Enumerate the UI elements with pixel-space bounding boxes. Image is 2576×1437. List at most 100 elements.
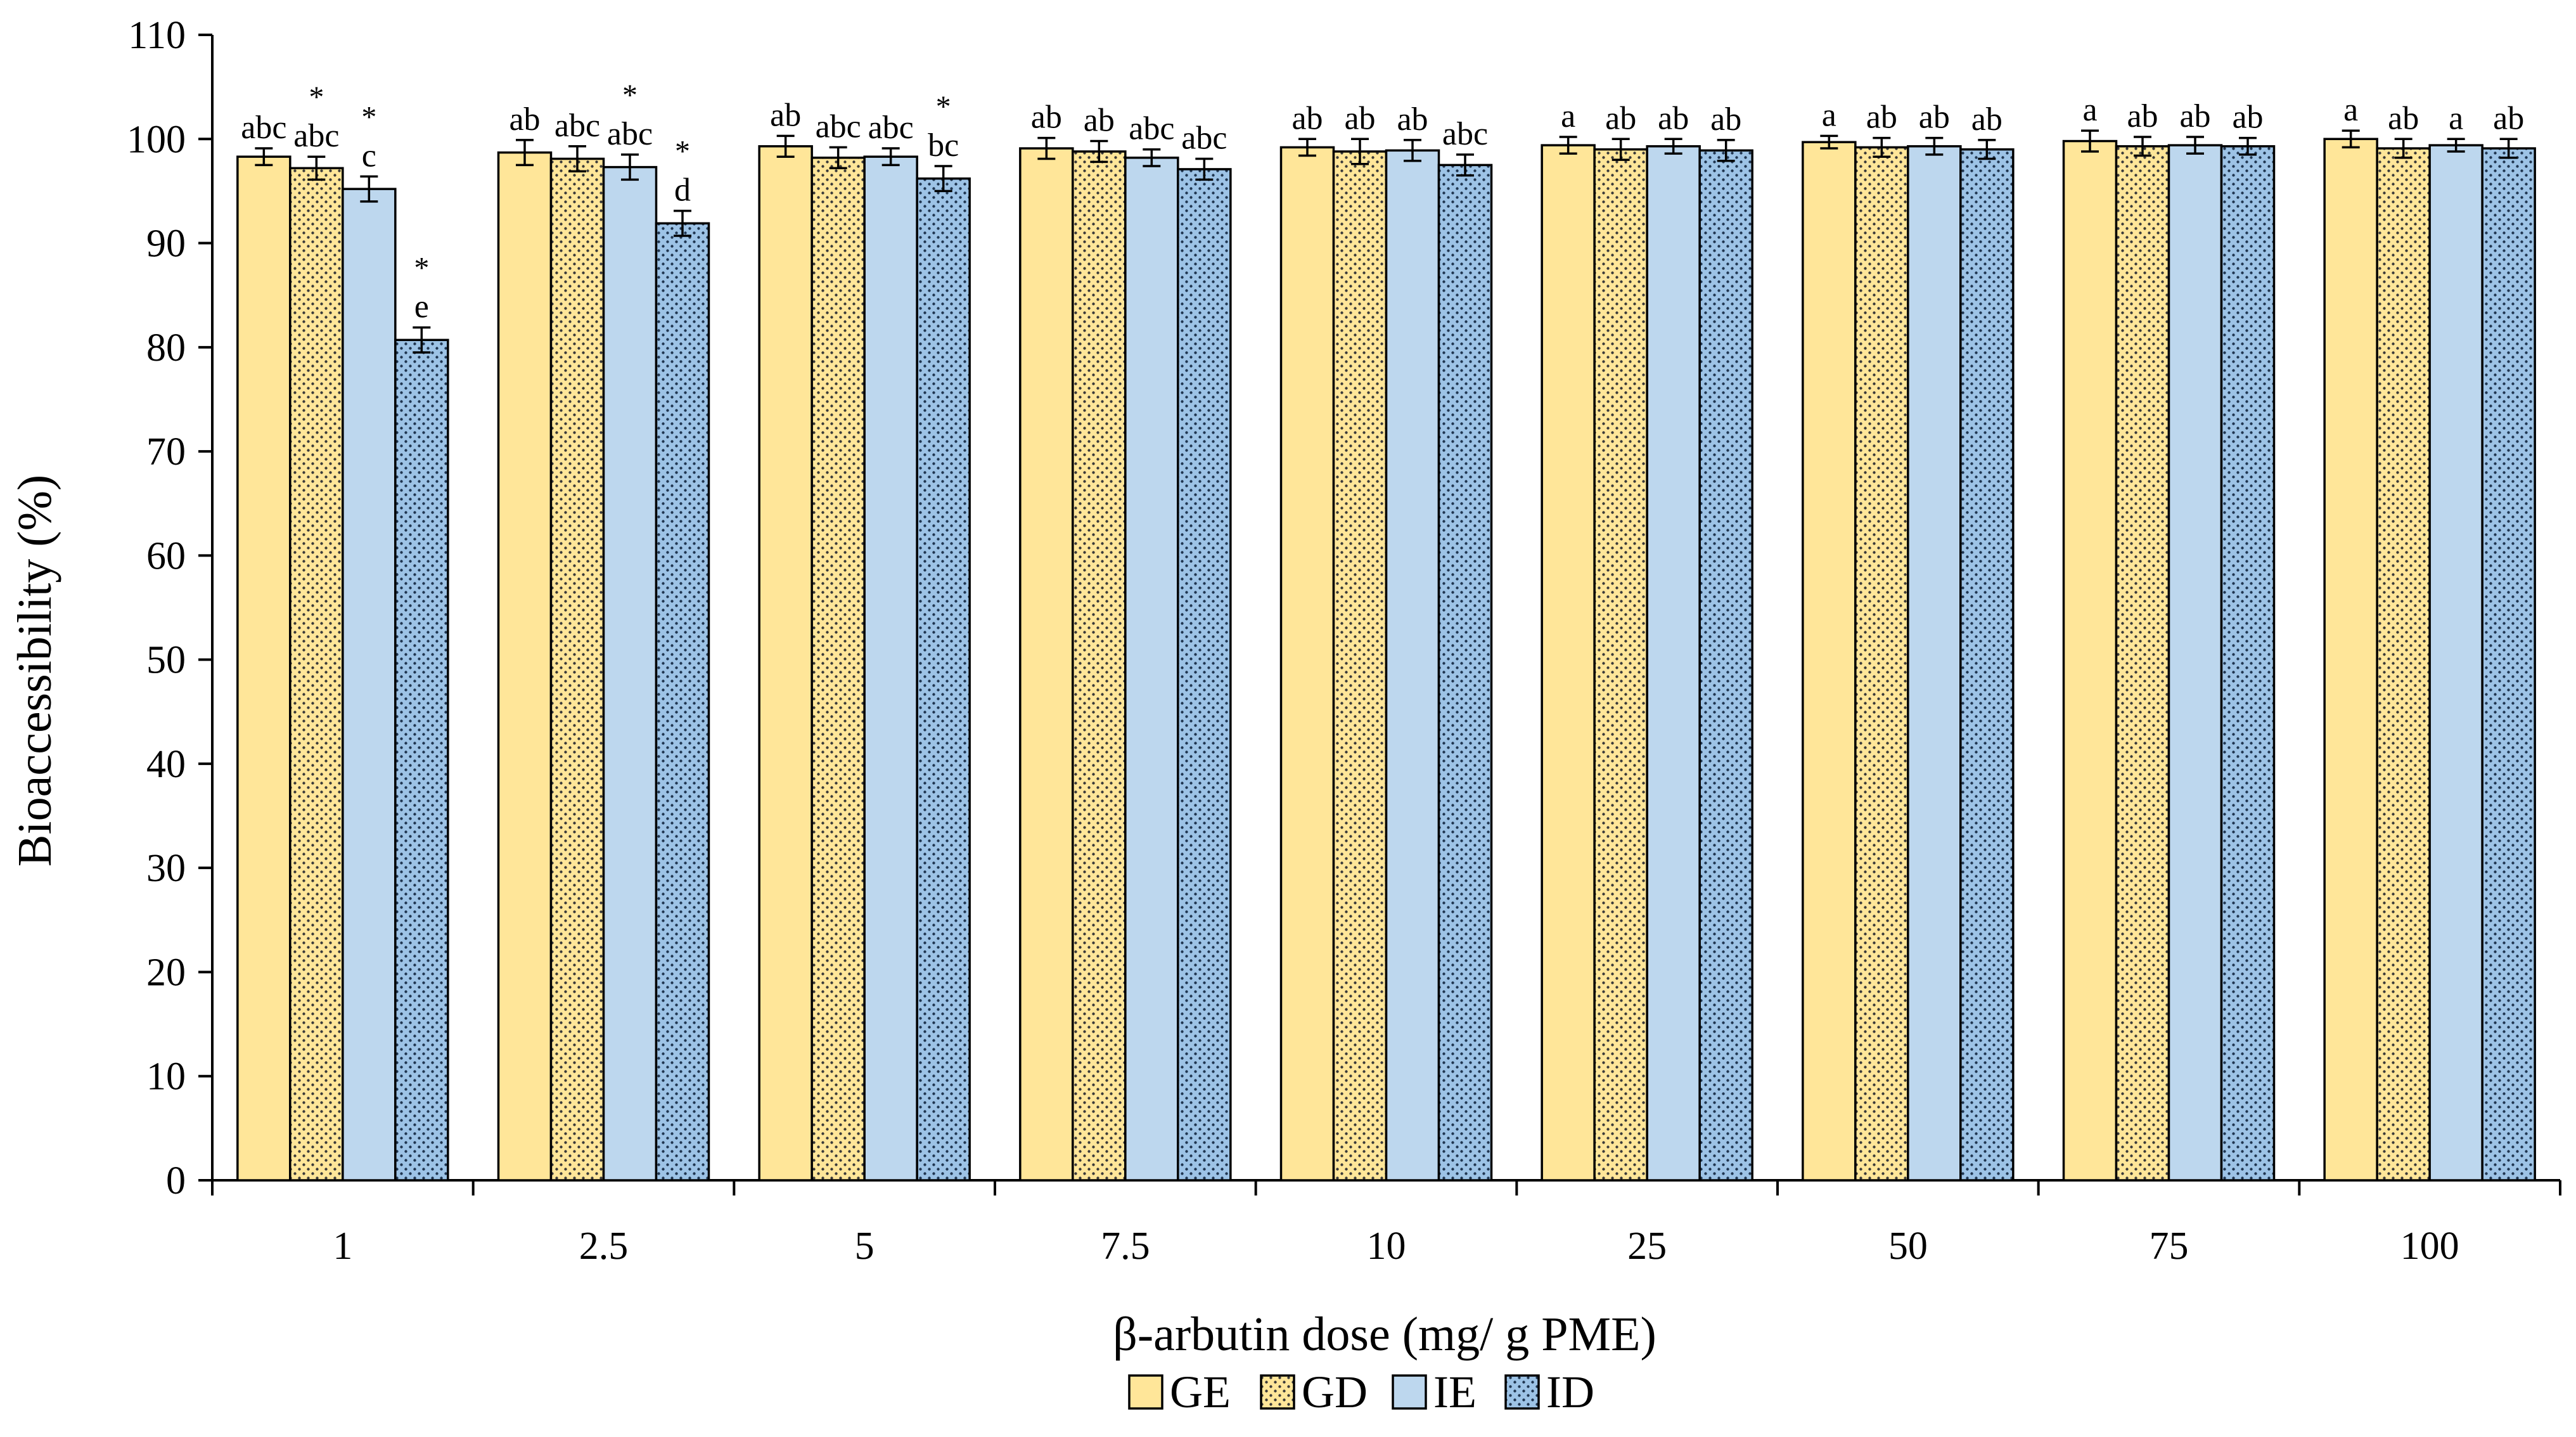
significance-letter: ab (2493, 100, 2524, 136)
significance-star: * (309, 81, 324, 114)
significance-letter: ab (1971, 101, 2002, 138)
bar-ge (1279, 146, 1335, 1182)
x-tick-label: 25 (1627, 1225, 1667, 1268)
y-tick-label: 100 (127, 118, 186, 161)
bar-ie (602, 165, 658, 1182)
y-tick-label: 80 (146, 326, 186, 370)
significance-letter: ab (1031, 100, 1062, 136)
significance-letter: abc (868, 110, 914, 146)
significance-letter: d (674, 172, 691, 209)
significance-letter: a (1822, 97, 1836, 133)
x-axis-title: β-arbutin dose (mg/ g PME) (1113, 1308, 1656, 1361)
bar-ge (2062, 139, 2118, 1182)
bar-ge (1541, 144, 1596, 1182)
significance-letter: abc (554, 108, 600, 144)
bar-ge (2323, 138, 2378, 1182)
y-tick-label: 30 (146, 847, 186, 890)
x-tick-label: 5 (855, 1225, 875, 1268)
bar-gd (1332, 150, 1388, 1182)
bar-gd (549, 157, 605, 1182)
significance-letter: abc (607, 116, 653, 152)
significance-letter: abc (1181, 120, 1227, 156)
significance-letter: ab (770, 97, 801, 133)
y-tick-label: 10 (146, 1055, 186, 1099)
legend-label-gd: GD (1302, 1367, 1368, 1417)
bar-ge (236, 155, 292, 1182)
bar-id (1959, 148, 2015, 1182)
significance-letter: abc (293, 118, 339, 154)
x-tick-label: 75 (2150, 1225, 2189, 1268)
y-tick-label: 0 (166, 1159, 186, 1202)
significance-letter: bc (928, 127, 959, 164)
bar-gd (1593, 148, 1648, 1182)
significance-letter: ab (1605, 100, 1636, 136)
bar-id (394, 338, 449, 1182)
significance-letter: abc (1129, 111, 1174, 147)
x-axis: 1 2.5 5 7.5 10 25 50 75 100 (211, 1179, 2561, 1268)
bar-ge (1019, 147, 1074, 1182)
significance-letter: c (362, 138, 376, 174)
significance-letter: a (1561, 98, 1575, 134)
significance-letter: abc (1442, 116, 1488, 152)
bar-id (2481, 147, 2536, 1182)
significance-letter: ab (1084, 103, 1115, 139)
significance-letter: ab (1710, 101, 1741, 138)
legend-label-ge: GE (1170, 1367, 1231, 1417)
significance-letter: abc (816, 108, 861, 145)
bar-id (2220, 145, 2276, 1182)
significance-star: * (414, 252, 429, 285)
bar-ie (2428, 144, 2483, 1182)
significance-star: * (936, 90, 951, 124)
bar-ge (1802, 141, 1857, 1182)
bar-ie (1385, 149, 1440, 1182)
significance-letter: e (414, 289, 429, 325)
significance-letter: ab (2127, 98, 2158, 134)
bar-id (916, 177, 971, 1182)
significance-letter: ab (1291, 100, 1323, 136)
bar-gd (811, 157, 866, 1182)
significance-letter: ab (1866, 100, 1897, 136)
y-axis: 0 10 20 30 40 50 60 70 80 90 100 110 (127, 14, 214, 1202)
legend-swatch-gd (1260, 1374, 1295, 1410)
bar-series-group (236, 129, 2536, 1182)
significance-letter: a (2082, 92, 2097, 128)
x-tick-label: 50 (1888, 1225, 1928, 1268)
bar-id (1698, 149, 1753, 1182)
bar-id (1437, 164, 1493, 1182)
x-tick-label: 7.5 (1101, 1225, 1150, 1268)
significance-star: * (675, 135, 690, 169)
y-tick-label: 70 (146, 430, 186, 474)
significance-letter: ab (2179, 98, 2210, 134)
x-tick-label: 100 (2400, 1225, 2459, 1268)
bar-ie (1124, 157, 1179, 1182)
y-tick-label: 20 (146, 951, 186, 994)
bar-ie (1646, 145, 1701, 1182)
significance-letter: ab (2232, 100, 2263, 136)
significance-letter: a (2449, 100, 2463, 136)
bar-ie (342, 188, 397, 1182)
significance-star: * (361, 100, 376, 134)
significance-letter: ab (1344, 100, 1375, 136)
legend-swatch-id (1504, 1374, 1540, 1410)
bar-gd (2115, 145, 2170, 1182)
bar-ge (758, 145, 813, 1182)
bar-id (655, 222, 710, 1182)
significance-letter: ab (1397, 101, 1428, 138)
bar-ie (1907, 145, 1962, 1182)
legend-swatch-ge (1128, 1374, 1163, 1410)
x-tick-label: 10 (1367, 1225, 1406, 1268)
bar-gd (289, 167, 344, 1182)
y-tick-label: 90 (146, 222, 186, 266)
legend: GE GD IE ID (1128, 1367, 1594, 1417)
y-tick-label: 50 (146, 639, 186, 682)
x-tick-label: 2.5 (579, 1225, 629, 1268)
bar-ge (497, 151, 553, 1182)
significance-letter: abc (241, 110, 286, 146)
bar-gd (1072, 150, 1127, 1182)
significance-letter: ab (1919, 100, 1950, 136)
significance-letter: a (2343, 92, 2358, 128)
y-tick-label: 60 (146, 534, 186, 577)
significance-letter: ab (1658, 100, 1689, 136)
legend-swatch-ie (1392, 1374, 1427, 1410)
